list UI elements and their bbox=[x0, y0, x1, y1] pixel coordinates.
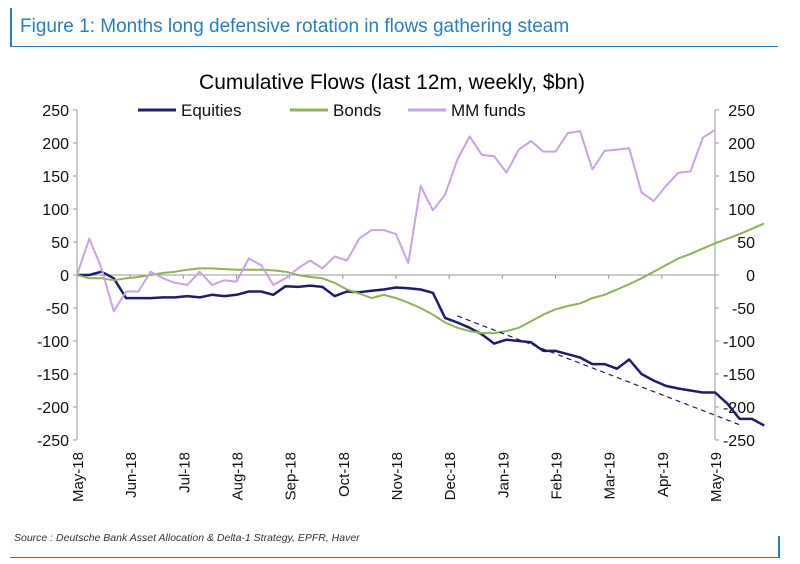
series-line-equities bbox=[77, 270, 765, 427]
y-tick-label-left: 200 bbox=[42, 136, 69, 153]
x-tick-label: Jul-18 bbox=[176, 452, 193, 493]
source-note: Source : Deutsche Bank Asset Allocation … bbox=[14, 532, 360, 544]
y-tick-label-left: 150 bbox=[42, 169, 69, 186]
x-tick-label: Jan-19 bbox=[495, 452, 512, 498]
figure-frame-right bbox=[778, 536, 780, 558]
x-tick-label: May-18 bbox=[70, 452, 87, 502]
x-tick-label: Oct-18 bbox=[336, 452, 353, 497]
x-tick-label: Dec-18 bbox=[442, 452, 459, 500]
series-line-mm-funds bbox=[76, 128, 716, 313]
y-tick-label-left: 250 bbox=[42, 103, 69, 120]
x-tick-label: Feb-19 bbox=[549, 452, 566, 500]
x-tick-label: Sep-18 bbox=[283, 452, 300, 500]
figure-frame-top bbox=[10, 46, 778, 47]
x-tick-label: Apr-19 bbox=[655, 452, 672, 497]
y-tick-label-right: -150 bbox=[723, 367, 755, 384]
x-tick-label: Nov-18 bbox=[389, 452, 406, 500]
y-tick-label-right: 150 bbox=[728, 169, 755, 186]
x-tick-label: Mar-19 bbox=[602, 452, 619, 500]
y-tick-label-left: 50 bbox=[51, 235, 69, 252]
axes: 250 200 150 100 50 0 -50 -100 -150 -200 -250 250 200… bbox=[37, 103, 755, 502]
y-tick-label-left: -200 bbox=[37, 400, 69, 417]
legend: Equities Bonds MM funds bbox=[138, 101, 526, 120]
y-tick-label-left: -150 bbox=[37, 367, 69, 384]
legend-label-equities: Equities bbox=[181, 101, 241, 120]
y-tick-label-right: -200 bbox=[723, 400, 755, 417]
legend-label-bonds: Bonds bbox=[333, 101, 381, 120]
y-tick-label-left: 0 bbox=[60, 268, 69, 285]
y-tick-label-right: 250 bbox=[728, 103, 755, 120]
chart-title: Cumulative Flows (last 12m, weekly, $bn) bbox=[199, 71, 585, 94]
y-tick-label-left: -250 bbox=[37, 433, 69, 450]
y-tick-label-right: -100 bbox=[723, 334, 755, 351]
legend-label-mm-funds: MM funds bbox=[451, 101, 526, 120]
x-tick-label: May-19 bbox=[708, 452, 725, 502]
equities-trend-line bbox=[457, 315, 742, 427]
series-line-bonds bbox=[76, 222, 765, 335]
figure-title: Figure 1: Months long defensive rotation… bbox=[20, 16, 570, 37]
y-tick-label-left: 100 bbox=[42, 202, 69, 219]
y-tick-label-left: -50 bbox=[46, 301, 69, 318]
y-tick-label-right: 0 bbox=[746, 268, 755, 285]
x-tick-label: Aug-18 bbox=[230, 452, 247, 500]
y-tick-label-right: 50 bbox=[737, 235, 755, 252]
plot-area bbox=[76, 128, 765, 427]
figure-frame-left bbox=[10, 8, 12, 46]
figure-frame-bottom bbox=[10, 557, 780, 558]
y-tick-label-right: 100 bbox=[728, 202, 755, 219]
y-tick-label-left: -100 bbox=[37, 334, 69, 351]
x-tick-label: Jun-18 bbox=[123, 452, 140, 498]
y-tick-label-right: 200 bbox=[728, 136, 755, 153]
y-tick-label-right: -50 bbox=[732, 301, 755, 318]
y-tick-label-right: -250 bbox=[723, 433, 755, 450]
